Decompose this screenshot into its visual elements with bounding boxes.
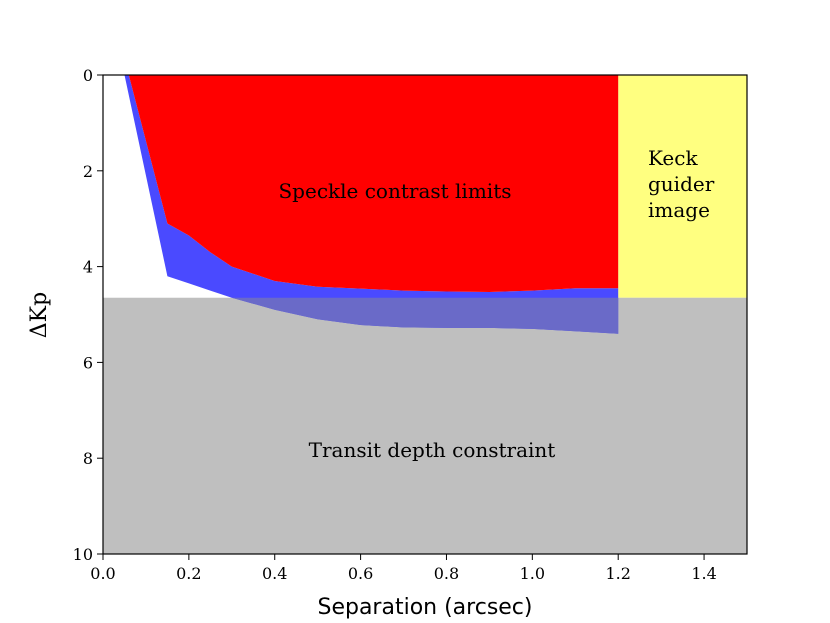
x-tick-label: 1.0 <box>520 564 545 583</box>
annotation-keck-line3: image <box>648 198 710 222</box>
band-transit-overlap <box>231 297 619 334</box>
plot-area <box>103 75 747 554</box>
x-tick-label: 0.4 <box>262 564 287 583</box>
y-tick-label: 0 <box>83 66 93 85</box>
y-tick-label: 10 <box>73 545 93 564</box>
speckle-contrast-region <box>128 75 619 292</box>
y-axis: 0 2 4 6 8 10 <box>73 66 103 564</box>
x-axis: 0.0 0.2 0.4 0.6 0.8 1.0 1.2 1.4 <box>90 554 717 583</box>
y-tick-label: 6 <box>83 353 93 372</box>
y-tick-label: 8 <box>83 449 93 468</box>
annotation-speckle: Speckle contrast limits <box>278 179 511 203</box>
x-tick-label: 1.2 <box>605 564 630 583</box>
annotation-keck-line2: guider <box>648 172 715 196</box>
y-axis-title: ΔKp <box>27 292 52 338</box>
x-tick-label: 1.4 <box>691 564 716 583</box>
x-tick-label: 0.0 <box>90 564 115 583</box>
x-axis-title: Separation (arcsec) <box>317 595 532 620</box>
annotation-keck-line1: Keck <box>648 146 698 170</box>
x-tick-label: 0.2 <box>176 564 201 583</box>
plot-frame <box>102 74 748 555</box>
transit-depth-region <box>103 297 747 554</box>
x-tick-label: 0.6 <box>348 564 373 583</box>
annotation-transit: Transit depth constraint <box>309 438 556 462</box>
keck-guider-region <box>618 75 747 298</box>
y-tick-label: 4 <box>83 258 93 277</box>
x-tick-label: 0.8 <box>434 564 459 583</box>
y-tick-label: 2 <box>83 162 93 181</box>
